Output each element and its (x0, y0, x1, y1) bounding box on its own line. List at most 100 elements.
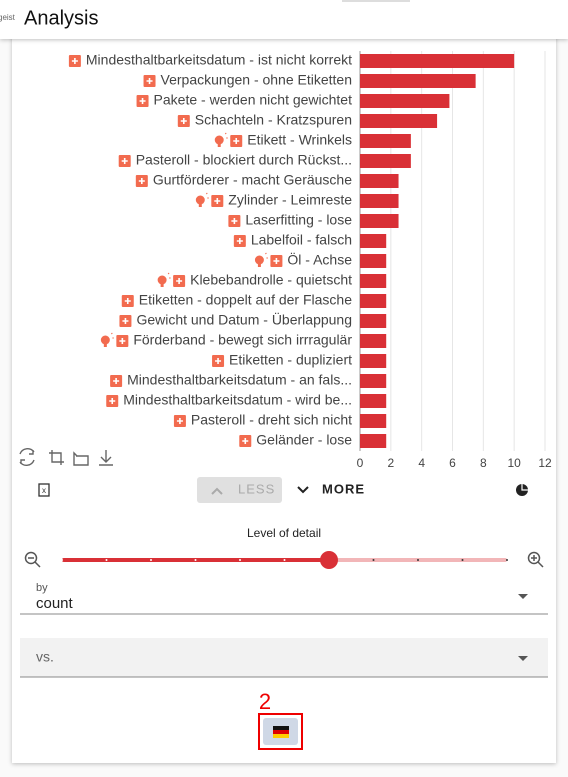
expand-icon[interactable] (177, 115, 190, 127)
chart-toolbar (19, 448, 113, 466)
bar (360, 434, 387, 448)
less-button[interactable] (197, 477, 282, 503)
by-value: count (36, 595, 74, 612)
expand-plus (242, 438, 249, 444)
excel-icon[interactable]: x (38, 483, 50, 497)
expand-icon[interactable] (228, 215, 241, 227)
brand: geist (0, 13, 16, 22)
expand-icon[interactable] (119, 315, 132, 327)
bulb-base (217, 144, 221, 147)
expand-icon[interactable] (173, 415, 186, 427)
expand-icon[interactable] (211, 195, 224, 207)
slider-dot (105, 559, 108, 561)
expand-icon[interactable] (116, 335, 129, 347)
bulb-rays (167, 272, 171, 279)
more-label[interactable]: MORE (322, 481, 365, 496)
expand-plus (176, 278, 183, 284)
x-tick-label: 8 (480, 456, 487, 470)
expand-icon[interactable] (239, 435, 252, 447)
x-tick-label: 0 (357, 456, 364, 470)
expand-plus (231, 218, 238, 224)
bar (360, 414, 387, 428)
expand-icon[interactable] (212, 355, 225, 367)
expand-icon[interactable] (106, 395, 119, 407)
bar (360, 334, 387, 348)
category-label: Klebebandrolle - quietscht (190, 272, 352, 288)
crop-icon[interactable] (49, 450, 64, 465)
slider-marks (61, 559, 508, 561)
bulb-rays (224, 132, 228, 139)
bar (360, 354, 387, 368)
expand-icon[interactable] (270, 255, 283, 267)
expand-plus (121, 158, 128, 164)
vs-select[interactable]: vs. (20, 638, 548, 678)
bulb (254, 255, 264, 265)
bulb-base (257, 264, 261, 267)
slider-dot (239, 559, 241, 561)
bulb-rays (110, 332, 114, 339)
pie-icon[interactable] (516, 484, 528, 496)
by-label: by (36, 582, 48, 594)
chevron-down[interactable] (297, 486, 309, 494)
zoom-in-icon[interactable] (527, 551, 544, 568)
slider-dot (150, 559, 152, 561)
bulb-rays (205, 192, 209, 199)
category-label: Mindesthaltbarkeitsdatum - wird be... (123, 392, 352, 408)
x-tick-label: 10 (507, 456, 521, 470)
expand-plus (109, 398, 116, 404)
expand-icon[interactable] (118, 155, 131, 167)
bar (360, 194, 399, 208)
slider-dot (372, 559, 375, 561)
download-icon[interactable] (99, 450, 113, 466)
expand-plus (236, 238, 243, 244)
category-label: Pasteroll - blockiert durch Rückst... (136, 152, 352, 168)
slider-dot (506, 559, 508, 561)
category-label: Schachteln - Kratzspuren (195, 112, 352, 128)
expand-plus (233, 138, 240, 144)
expand-plus (176, 418, 183, 424)
slider-thumb[interactable] (320, 551, 338, 569)
expand-plus (138, 178, 145, 184)
expand-icon[interactable] (121, 295, 134, 307)
category-label: Mindesthaltbarkeitsdatum - an fals... (127, 372, 352, 388)
expand-icon[interactable] (230, 135, 243, 147)
bar (360, 94, 450, 108)
language-button[interactable] (258, 713, 303, 750)
expand-icon[interactable] (143, 75, 156, 87)
x-tick-label: 2 (387, 456, 394, 470)
bar (360, 314, 387, 328)
refresh-icon[interactable] (19, 448, 35, 466)
zoom-out-icon[interactable] (24, 551, 41, 568)
expand-icon[interactable] (110, 375, 123, 387)
expand-icon[interactable] (136, 95, 149, 107)
by-select[interactable]: by count (20, 576, 548, 615)
insight-icon (157, 272, 171, 287)
tab-indicator (342, 0, 410, 2)
bar (360, 294, 387, 308)
insight-icon (254, 252, 268, 267)
insight-icon (100, 332, 114, 347)
bar (360, 374, 387, 388)
bar (360, 214, 399, 228)
bar (360, 54, 515, 68)
category-label: Etiketten - doppelt auf der Flasche (139, 292, 352, 308)
expand-icon[interactable] (173, 275, 186, 287)
bar (360, 154, 411, 168)
svg-text:x: x (42, 486, 46, 495)
chevron-up (211, 487, 223, 495)
slider-dot (283, 559, 286, 561)
expand-icon[interactable] (135, 175, 148, 187)
bulb (195, 195, 205, 205)
reset-icon[interactable] (73, 451, 89, 466)
bar (360, 174, 399, 188)
expand-plus (139, 98, 146, 104)
slider-title: Level of detail (247, 526, 321, 540)
expand-icon[interactable] (233, 235, 246, 247)
expand-icon[interactable] (68, 55, 81, 67)
expand-plus (71, 58, 78, 64)
category-label: Pasteroll - dreht sich nicht (191, 412, 352, 428)
category-label: Laserfitting - lose (245, 212, 352, 228)
app-bar (0, 0, 568, 39)
